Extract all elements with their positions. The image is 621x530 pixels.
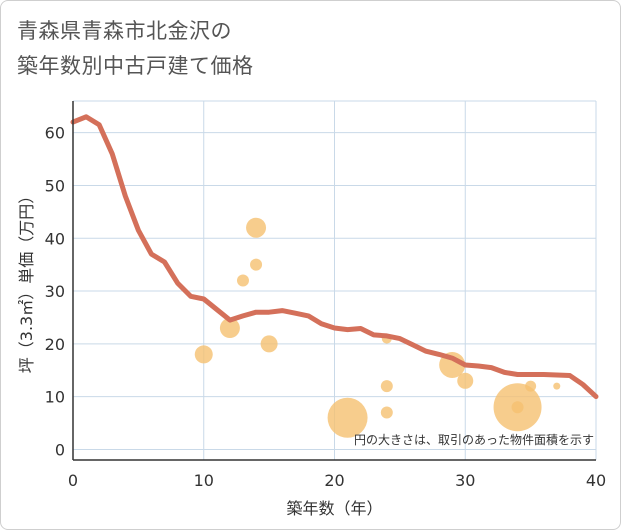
chart-note: 円の大きさは、取引のあった物件面積を示す — [354, 432, 594, 447]
y-tick-label: 10 — [45, 388, 65, 407]
bubble-point — [525, 380, 537, 392]
x-tick-label: 40 — [586, 471, 606, 490]
bubble-point — [219, 318, 240, 339]
y-tick-label: 60 — [45, 124, 65, 143]
x-tick-label: 10 — [194, 471, 214, 490]
y-axis-title: 坪（3.3㎡）単価（万円） — [17, 188, 36, 373]
bubble-point — [553, 382, 561, 390]
bubble-point — [457, 372, 474, 389]
y-tick-label: 50 — [45, 176, 65, 195]
chart-title-line-2: 築年数別中古戸建て価格 — [17, 54, 254, 78]
bubble-point — [250, 258, 263, 271]
chart-axes — [72, 101, 596, 461]
tick-labels: 0 10 20 30 40 0 10 20 30 40 50 60 — [45, 124, 607, 490]
bubble-point — [380, 380, 393, 393]
x-tick-label: 0 — [68, 471, 78, 490]
chart-title-line-1: 青森県青森市北金沢の — [17, 19, 232, 43]
y-tick-label: 0 — [55, 440, 65, 459]
bubble-point — [246, 217, 267, 238]
bubble-point — [327, 397, 368, 438]
x-tick-label: 20 — [324, 471, 344, 490]
bubble-point — [236, 274, 249, 287]
bubble-point — [511, 401, 524, 414]
y-tick-label: 40 — [45, 229, 65, 248]
chart-grid — [73, 100, 597, 460]
y-tick-label: 20 — [45, 335, 65, 354]
bubble-series — [194, 217, 561, 438]
x-tick-label: 30 — [455, 471, 475, 490]
bubble-point — [380, 406, 393, 419]
trend-series — [70, 114, 599, 400]
trend-line — [70, 114, 599, 400]
bubble-point — [194, 345, 213, 364]
y-tick-label: 30 — [45, 282, 65, 301]
chart-title: 青森県青森市北金沢の 築年数別中古戸建て価格 — [17, 14, 254, 84]
bubble-point — [260, 335, 278, 353]
x-axis-title: 築年数（年） — [286, 499, 382, 518]
